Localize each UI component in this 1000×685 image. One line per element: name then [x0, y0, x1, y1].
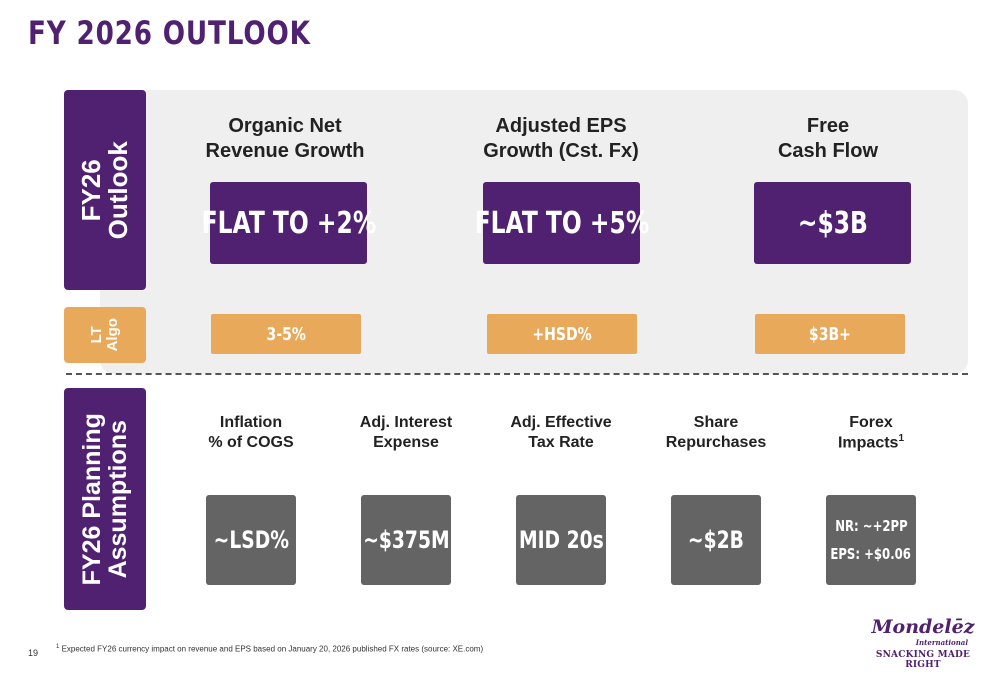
logo-wordmark: Mondelēz — [871, 616, 975, 638]
organic-revenue-lt-box: 3-5% — [211, 314, 361, 354]
mondelez-logo: Mondelēz International SNACKING MADE RIG… — [870, 616, 976, 671]
eps-growth-lt-box: +HSD% — [487, 314, 637, 354]
interest-expense-value-box: ~$375M — [361, 495, 451, 585]
organic-revenue-fy26-box: FLAT TO +2% — [201, 182, 376, 264]
free-cash-flow-fy26-box: ~$3B — [754, 182, 911, 264]
eps-growth-header: Adjusted EPS Growth (Cst. Fx) — [483, 115, 639, 163]
forex-eps-value: EPS: +$0.06 — [830, 545, 912, 563]
forex-value-box: NR: ~+2PP EPS: +$0.06 — [826, 495, 916, 585]
inflation-value-box: ~LSD% — [206, 495, 296, 585]
share-repurchases-header: Share Repurchases — [665, 414, 767, 452]
free-cash-flow-header: Free Cash Flow — [777, 115, 878, 163]
planning-section-label: FY26 Planning Assumptions — [64, 388, 146, 610]
outlook-section-label: FY26 Outlook — [64, 90, 146, 290]
logo-subtitle: International — [915, 638, 968, 647]
footnote: 1 Expected FY26 currency impact on reven… — [56, 644, 484, 654]
eps-growth-fy26-box: FLAT TO +5% — [474, 182, 649, 264]
tax-rate-header: Adj. Effective Tax Rate — [510, 414, 612, 452]
forex-nr-value: NR: ~+2PP — [834, 516, 908, 535]
organic-revenue-header: Organic Net Revenue Growth — [205, 115, 365, 163]
forex-header: Forex Impacts1 — [837, 414, 905, 452]
lt-algo-section-label: LT Algo — [64, 307, 146, 363]
page-title: FY 2026 OUTLOOK — [28, 14, 311, 52]
free-cash-flow-lt-box: $3B+ — [755, 314, 905, 354]
interest-expense-header: Adj. Interest Expense — [359, 414, 453, 452]
logo-tagline: SNACKING MADE RIGHT — [875, 650, 971, 670]
page-number: 19 — [28, 648, 39, 658]
tax-rate-value-box: MID 20s — [516, 495, 606, 585]
share-repurchases-value-box: ~$2B — [671, 495, 761, 585]
section-divider — [66, 373, 968, 375]
inflation-header: Inflation % of COGS — [208, 414, 294, 452]
